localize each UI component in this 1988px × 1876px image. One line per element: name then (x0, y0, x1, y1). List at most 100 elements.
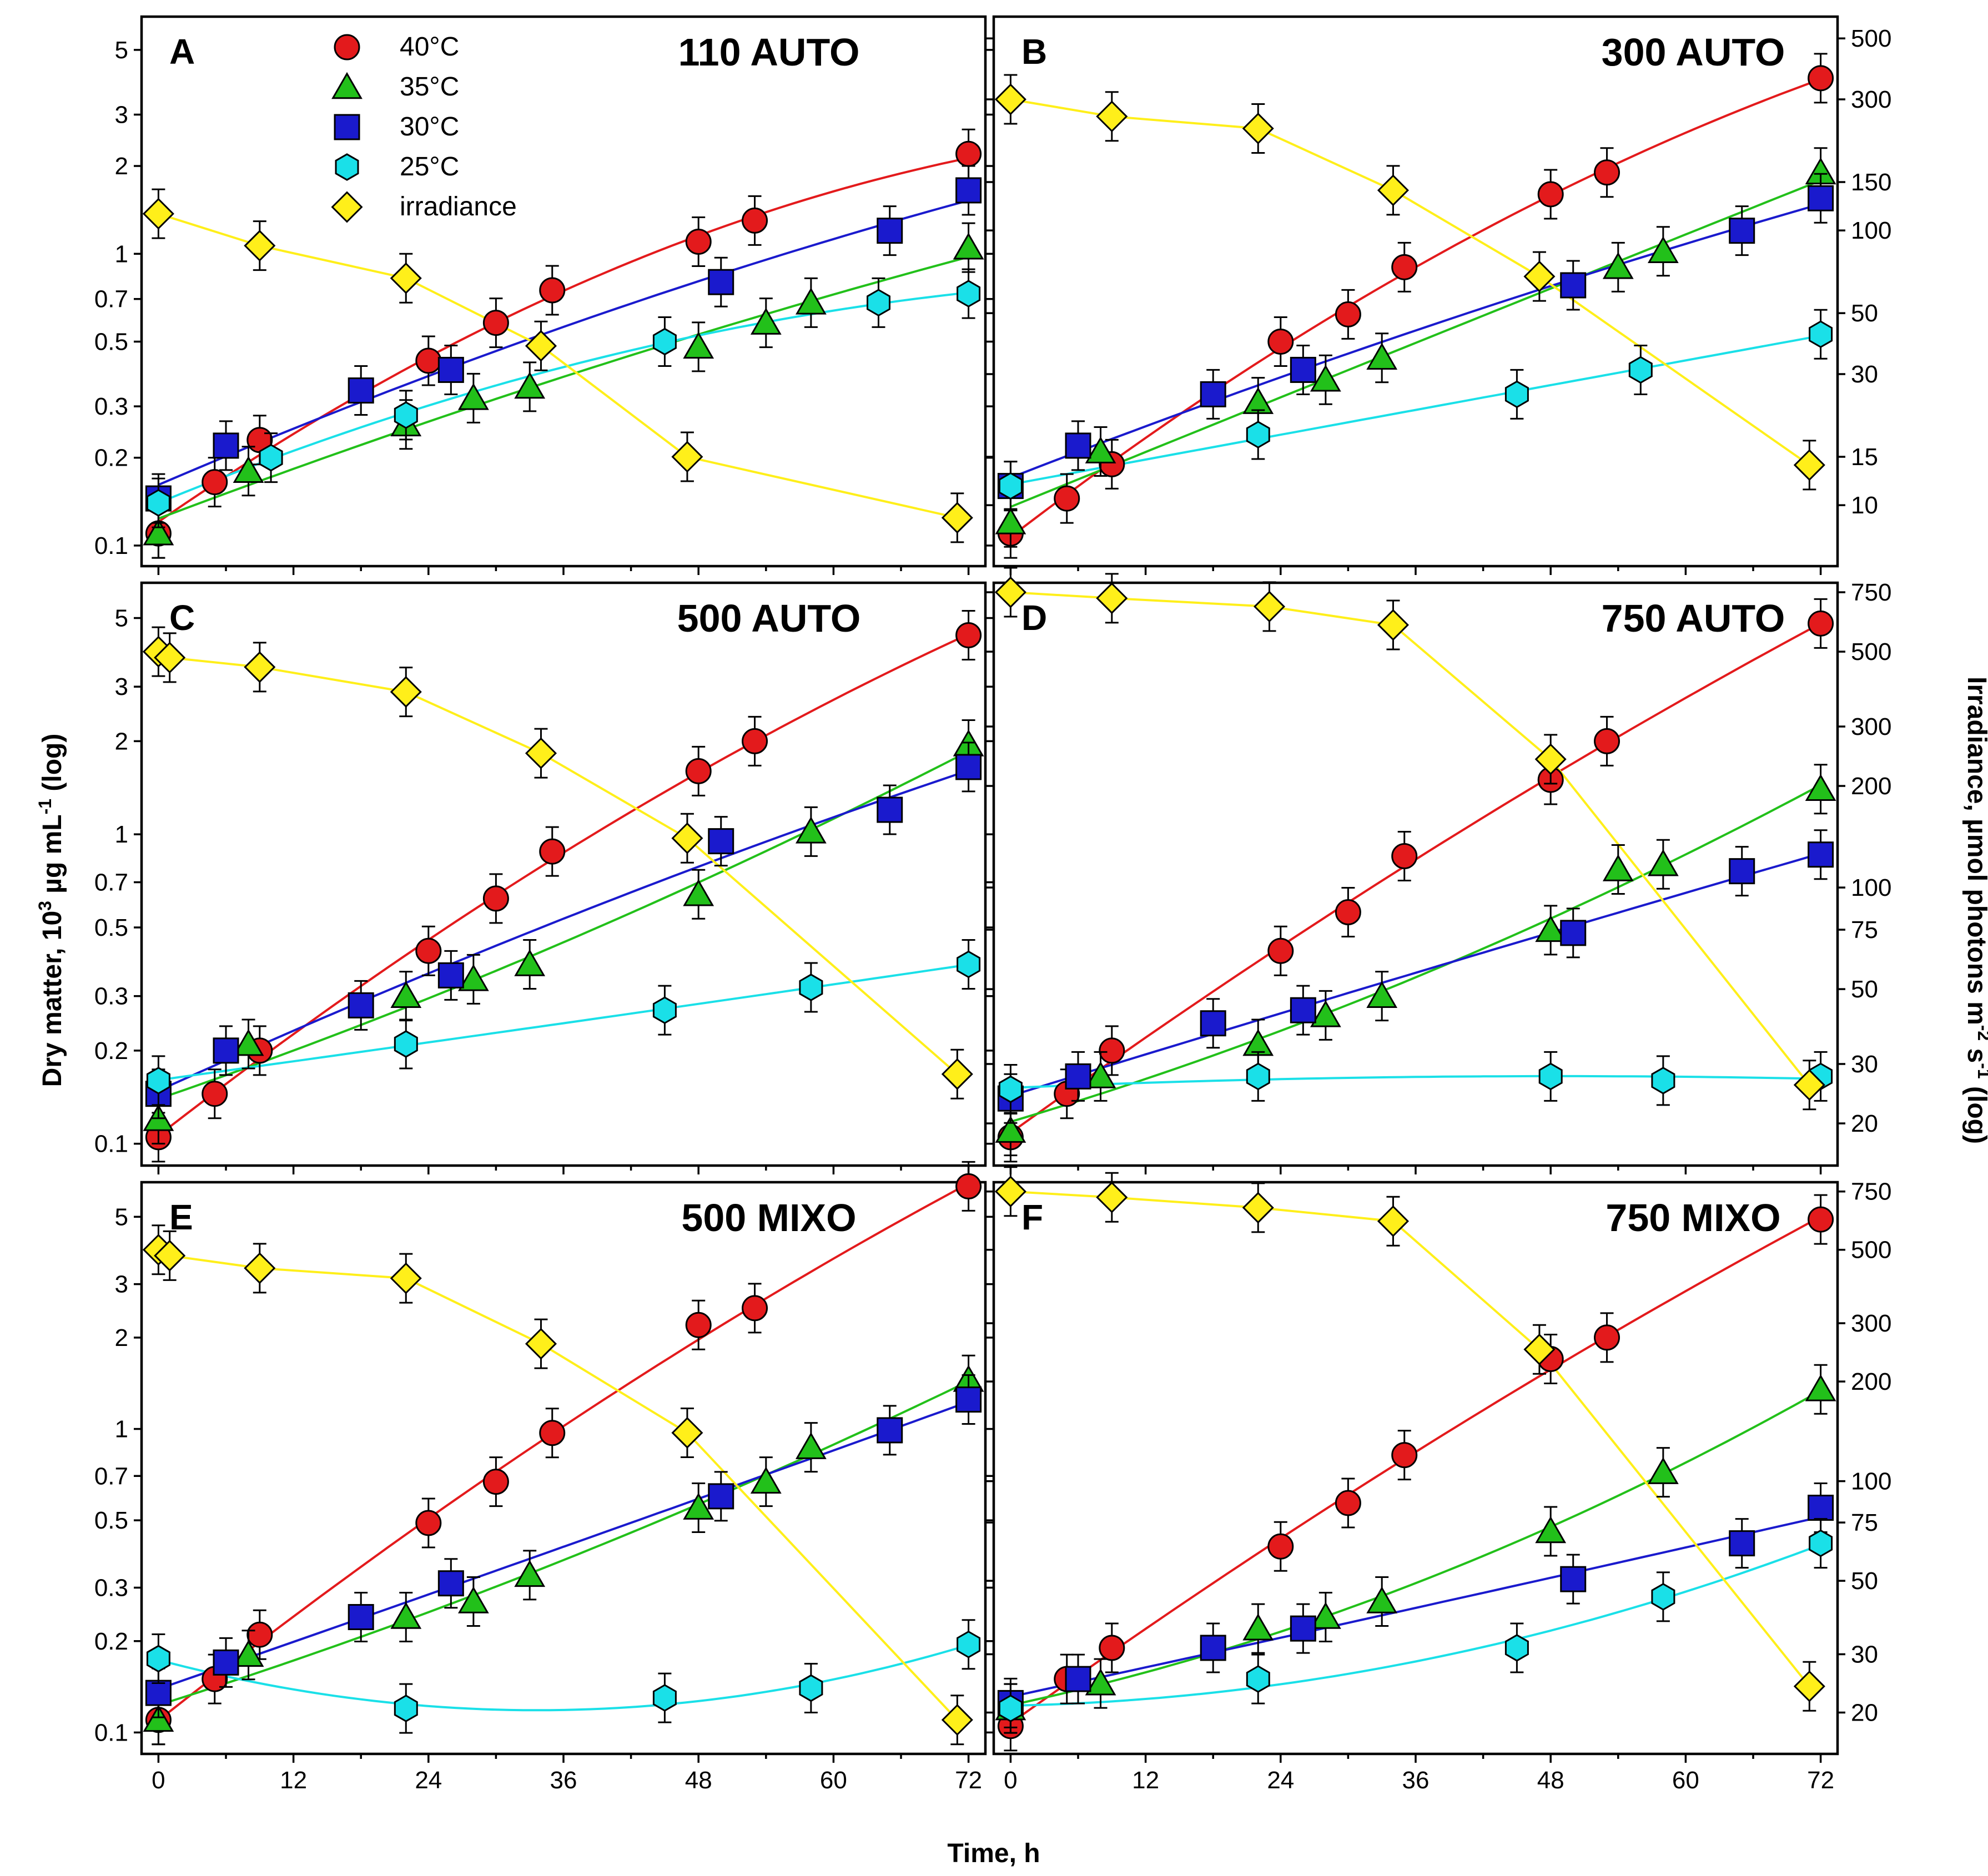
series-line-30c (158, 199, 969, 486)
y-tick-label: 0.1 (94, 1719, 128, 1746)
data-point-35c (1805, 774, 1836, 801)
panel-letter: A (169, 32, 195, 72)
data-point-25c (146, 1645, 170, 1673)
data-point-irradiance (1793, 1069, 1825, 1101)
data-point-irradiance (154, 642, 186, 674)
series-line-30c (158, 1400, 969, 1690)
series-line-25c (1010, 1075, 1821, 1089)
data-point-30c (1290, 1615, 1316, 1642)
y-tick-label: 5 (115, 1203, 128, 1231)
series-line-30c (1010, 1516, 1821, 1698)
series-line-35c (1010, 784, 1821, 1123)
data-point-25c (799, 974, 823, 1001)
data-point-40c (1808, 65, 1834, 92)
data-point-30c (348, 1603, 374, 1630)
data-point-25c (867, 289, 890, 317)
series-line-irradiance (1010, 98, 1810, 466)
panel-letter: F (1021, 1197, 1043, 1237)
data-point-40c (1267, 329, 1294, 355)
y-tick-label: 0.1 (94, 1131, 128, 1158)
y2-tick-label: 50 (1851, 976, 1878, 1003)
series-line-30c (1010, 203, 1821, 479)
data-point-30c (1808, 841, 1834, 868)
y2-tick-label: 500 (1851, 1237, 1891, 1264)
series-line-35c (1010, 1389, 1821, 1707)
data-point-30c (348, 992, 374, 1018)
data-point-30c (1065, 1063, 1091, 1090)
data-point-35c (390, 981, 422, 1008)
data-point-35c (233, 1640, 264, 1667)
data-point-35c (1647, 849, 1679, 876)
data-point-irradiance (941, 1058, 973, 1090)
y2-tick-label: 75 (1851, 1509, 1878, 1536)
data-point-30c (1200, 381, 1226, 407)
y2-tick-label: 30 (1851, 361, 1878, 388)
legend-label-30c: 30°C (400, 112, 459, 142)
y2-tick-label: 300 (1851, 86, 1891, 113)
series-line-30c (158, 769, 969, 1092)
panel-title: 300 AUTO (1602, 31, 1785, 74)
series-line-irradiance (1010, 591, 1810, 1086)
x-tick-label: 48 (1537, 1767, 1564, 1794)
data-point-35c (457, 964, 489, 991)
y-tick-label: 1 (115, 240, 128, 268)
data-point-30c (1200, 1010, 1226, 1037)
y-tick-label: 3 (115, 1271, 128, 1298)
legend-item-35c: 35°C (331, 72, 459, 102)
series-line-irradiance (158, 1248, 958, 1721)
data-point-30c (437, 962, 464, 989)
data-point-40c (482, 885, 509, 912)
data-point-30c (1065, 1666, 1091, 1692)
panel-d: 20 30 50 75 100 200 300 500 750 D 750 AUTO (986, 567, 1891, 1174)
panel-title: 500 MIXO (681, 1196, 856, 1239)
data-point-40c (1267, 937, 1294, 964)
y2-tick-label: 20 (1851, 1699, 1878, 1726)
data-point-35c (1535, 1516, 1567, 1544)
panel-a: 0.1 0.2 0.3 0.5 0.7 1 2 3 5 A 110 AUTO (94, 15, 993, 575)
y-tick-label: 2 (115, 153, 128, 180)
data-point-irradiance (390, 676, 422, 708)
series-line-40c (158, 157, 969, 523)
y-tick-label: 0.5 (94, 914, 128, 941)
x-tick-label: 24 (1267, 1767, 1294, 1794)
panel-title: 110 AUTO (678, 31, 860, 74)
data-point-irradiance (1242, 112, 1274, 145)
x-tick-label: 0 (152, 1767, 165, 1794)
series-line-irradiance (158, 213, 958, 519)
data-point-25c (652, 996, 677, 1025)
x-tick-label: 72 (955, 1767, 982, 1794)
x-tick-label: 24 (415, 1767, 442, 1794)
data-point-irradiance (244, 1252, 276, 1284)
panel-f: 0 12 24 36 48 60 72 20 30 50 75 100 200 300 500 750 F 750… (986, 1166, 1891, 1794)
y2-tick-label: 100 (1851, 874, 1891, 901)
y2-tick-label: 75 (1851, 916, 1878, 944)
data-point-35c (1085, 436, 1116, 463)
data-point-35c (1647, 1457, 1679, 1484)
data-point-30c (213, 1037, 239, 1064)
x-axis-label: Time, h (947, 1839, 1040, 1868)
x-tick-label: 60 (1672, 1767, 1699, 1794)
legend-item-30c: 30°C (334, 112, 459, 142)
x-tick-label: 36 (550, 1767, 577, 1794)
data-point-30c (1729, 1530, 1755, 1557)
data-point-35c (1310, 1000, 1341, 1027)
series-line-35c (158, 256, 969, 520)
data-point-25c (998, 1075, 1023, 1103)
panel-b: 10 15 30 50 100 150 300 500 B 300 AUTO (986, 15, 1891, 575)
data-point-40c (482, 310, 509, 336)
data-point-40c (1594, 159, 1620, 186)
data-point-25c (394, 401, 418, 429)
data-point-35c (1242, 1613, 1274, 1641)
data-point-40c (1391, 254, 1418, 280)
y-tick-label: 0.1 (94, 532, 128, 559)
data-point-25c (1538, 1062, 1563, 1091)
panel-title: 750 AUTO (1602, 597, 1785, 640)
data-point-40c (1267, 1533, 1294, 1560)
y2-tick-label: 300 (1851, 1310, 1891, 1337)
data-point-irradiance (994, 1176, 1026, 1208)
series-line-40c (1010, 1216, 1821, 1724)
data-point-30c (955, 177, 982, 204)
data-point-30c (1808, 185, 1834, 211)
y-tick-label: 0.7 (94, 869, 128, 896)
y-axis-label-right: Irradiance, µmol photons m-2 s-1 (log) (1962, 677, 1988, 1144)
